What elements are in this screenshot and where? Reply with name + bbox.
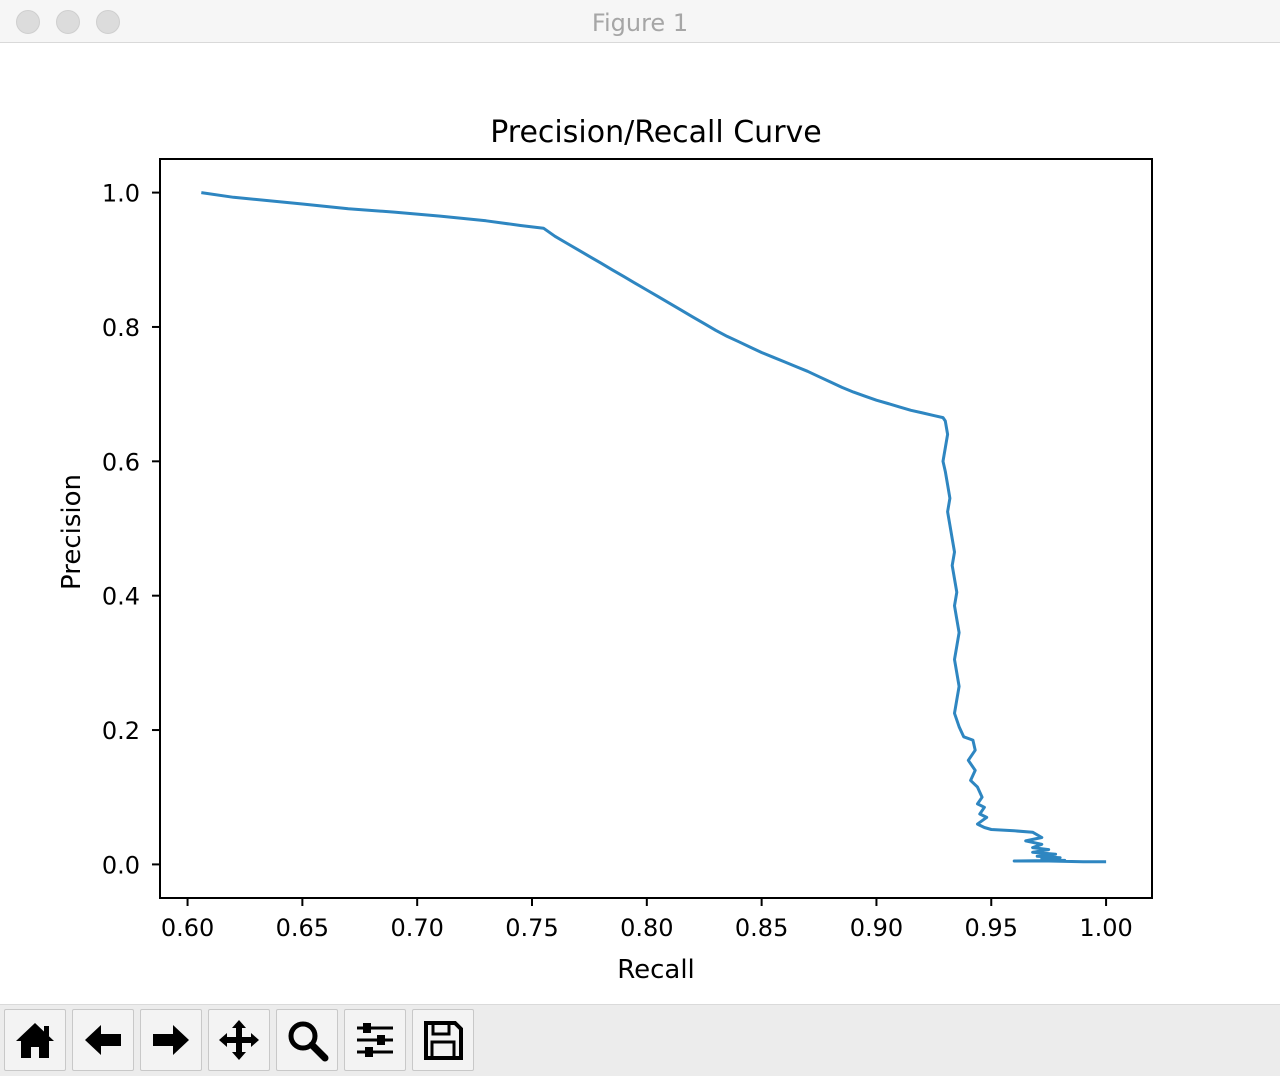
- y-tick-label: 0.0: [102, 851, 140, 879]
- y-tick-label: 0.2: [102, 717, 140, 745]
- x-tick-label: 0.90: [850, 914, 903, 942]
- window-titlebar: Figure 1: [0, 0, 1280, 43]
- chart-title: Precision/Recall Curve: [490, 115, 822, 150]
- configure-subplots-button[interactable]: [344, 1009, 406, 1071]
- forward-button[interactable]: [140, 1009, 202, 1071]
- zoom-button[interactable]: [276, 1009, 338, 1071]
- home-button[interactable]: [4, 1009, 66, 1071]
- series-line: [201, 191, 1107, 864]
- figure-canvas[interactable]: Precision/Recall Curve Recall Precision …: [0, 44, 1280, 1004]
- minimize-window-button[interactable]: [56, 10, 80, 34]
- sliders-icon: [357, 1023, 393, 1057]
- magnifier-icon: [288, 1021, 329, 1062]
- x-axis-label: Recall: [617, 955, 695, 985]
- x-tick-label: 0.65: [276, 914, 329, 942]
- home-icon: [16, 1023, 54, 1058]
- zoom-window-button[interactable]: [96, 10, 120, 34]
- move-icon: [219, 1020, 259, 1060]
- close-window-button[interactable]: [16, 10, 40, 34]
- back-button[interactable]: [72, 1009, 134, 1071]
- y-tick-label: 1.0: [102, 180, 140, 208]
- y-tick-label: 0.8: [102, 314, 140, 342]
- plot-area-frame: [159, 158, 1153, 899]
- window-title: Figure 1: [591, 9, 689, 37]
- y-tick-label: 0.4: [102, 583, 140, 611]
- x-tick-label: 0.70: [390, 914, 443, 942]
- navigation-toolbar: [0, 1004, 1280, 1076]
- save-button[interactable]: [412, 1009, 474, 1071]
- y-tick-label: 0.6: [102, 448, 140, 476]
- floppy-disk-icon: [424, 1021, 463, 1060]
- arrow-right-icon: [153, 1025, 189, 1055]
- pan-button[interactable]: [208, 1009, 270, 1071]
- x-tick-label: 0.95: [965, 914, 1018, 942]
- y-axis-label: Precision: [57, 474, 87, 590]
- x-tick-label: 0.75: [505, 914, 558, 942]
- arrow-left-icon: [85, 1025, 121, 1055]
- x-tick-label: 1.00: [1079, 914, 1132, 942]
- chart: Precision/Recall Curve Recall Precision …: [57, 115, 1153, 985]
- x-tick-label: 0.80: [620, 914, 673, 942]
- x-tick-label: 0.85: [735, 914, 788, 942]
- x-tick-label: 0.60: [161, 914, 214, 942]
